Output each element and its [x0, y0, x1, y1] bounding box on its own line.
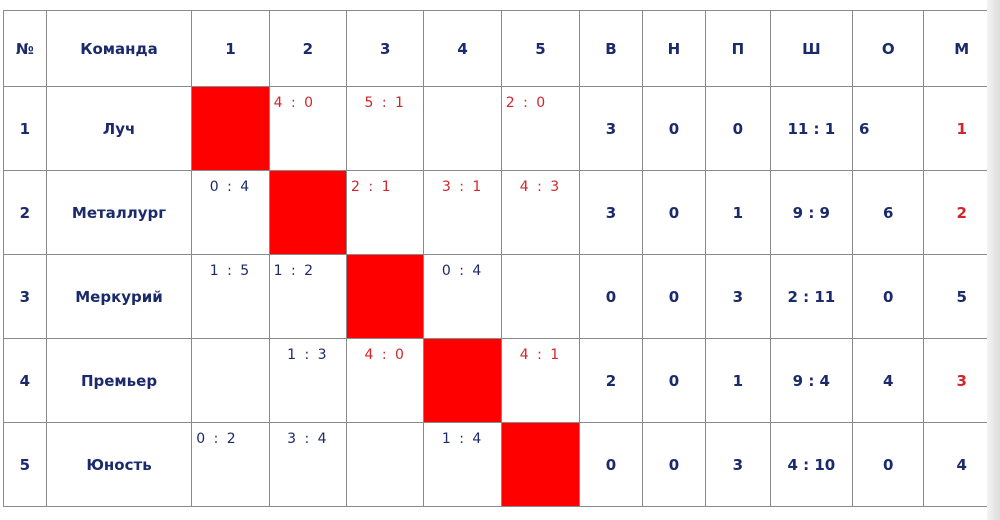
stat-cell: 0: [705, 86, 771, 171]
scrollbar: [987, 0, 1000, 520]
header-cell: В: [579, 10, 643, 87]
header-cell: Команда: [45, 10, 193, 87]
stat-cell: 0: [641, 86, 707, 171]
header-cell: Ш: [769, 10, 854, 87]
stat-cell: 3: [579, 86, 643, 171]
header-cell: №: [3, 10, 47, 87]
stat-cell: 1: [705, 170, 771, 255]
stat-cell: 4 : 10: [769, 422, 854, 507]
header-cell: Н: [641, 10, 707, 87]
stat-cell: 0: [641, 254, 707, 339]
score-cell: 0 : 2: [191, 422, 270, 507]
team-name: Юность: [45, 422, 193, 507]
stat-cell: 3: [705, 422, 771, 507]
score-cell: 3 : 4: [268, 422, 348, 507]
stat-cell: 0: [641, 422, 707, 507]
stat-cell: 0: [852, 254, 925, 339]
team-number: 5: [3, 422, 47, 507]
stat-cell: 0: [852, 422, 925, 507]
score-cell: [500, 422, 581, 507]
score-cell: 5 : 1: [346, 86, 425, 171]
stat-cell: 0: [641, 338, 707, 423]
score-cell: 1 : 3: [268, 338, 348, 423]
score-cell: [346, 254, 425, 339]
header-cell: 5: [500, 10, 581, 87]
stat-cell: 1: [705, 338, 771, 423]
score-cell: [346, 422, 425, 507]
header-row: № Команда 1 2 3 4 5 В Н П Ш О М: [3, 10, 1000, 87]
header-cell: О: [852, 10, 925, 87]
stat-cell: 9 : 4: [769, 338, 854, 423]
score-cell: 0 : 4: [423, 254, 502, 339]
score-cell: 4 : 3: [500, 170, 581, 255]
score-cell: 4 : 1: [500, 338, 581, 423]
stat-cell: 0: [579, 422, 643, 507]
score-cell: [191, 338, 270, 423]
stat-cell: 3: [579, 170, 643, 255]
score-cell: 1 : 5: [191, 254, 270, 339]
score-cell: [500, 254, 581, 339]
score-cell: [423, 86, 502, 171]
team-name: Металлург: [45, 170, 193, 255]
team-name: Премьер: [45, 338, 193, 423]
team-number: 1: [3, 86, 47, 171]
stat-cell: 2: [579, 338, 643, 423]
header-cell: 1: [191, 10, 270, 87]
team-number: 4: [3, 338, 47, 423]
stat-cell: 11 : 1: [769, 86, 854, 171]
stat-cell: 3: [705, 254, 771, 339]
stat-cell: 0: [641, 170, 707, 255]
score-cell: 0 : 4: [191, 170, 270, 255]
score-cell: 2 : 0: [500, 86, 581, 171]
team-name: Луч: [45, 86, 193, 171]
score-cell: 1 : 4: [423, 422, 502, 507]
header-cell: 4: [423, 10, 502, 87]
score-cell: 2 : 1: [346, 170, 425, 255]
team-name: Меркурий: [45, 254, 193, 339]
score-cell: 1 : 2: [268, 254, 348, 339]
score-cell: 4 : 0: [346, 338, 425, 423]
score-cell: 4 : 0: [268, 86, 348, 171]
stat-cell: 6: [852, 170, 925, 255]
team-number: 3: [3, 254, 47, 339]
stat-cell: 4: [852, 338, 925, 423]
stat-cell: 2 : 11: [769, 254, 854, 339]
score-cell: 3 : 1: [423, 170, 502, 255]
header-cell: П: [705, 10, 771, 87]
stat-cell: 6: [852, 86, 925, 171]
team-number: 2: [3, 170, 47, 255]
stat-cell: 9 : 9: [769, 170, 854, 255]
stat-cell: 0: [579, 254, 643, 339]
score-cell: [423, 338, 502, 423]
header-cell: 2: [268, 10, 348, 87]
score-cell: [268, 170, 348, 255]
score-cell: [191, 86, 270, 171]
header-cell: 3: [346, 10, 425, 87]
